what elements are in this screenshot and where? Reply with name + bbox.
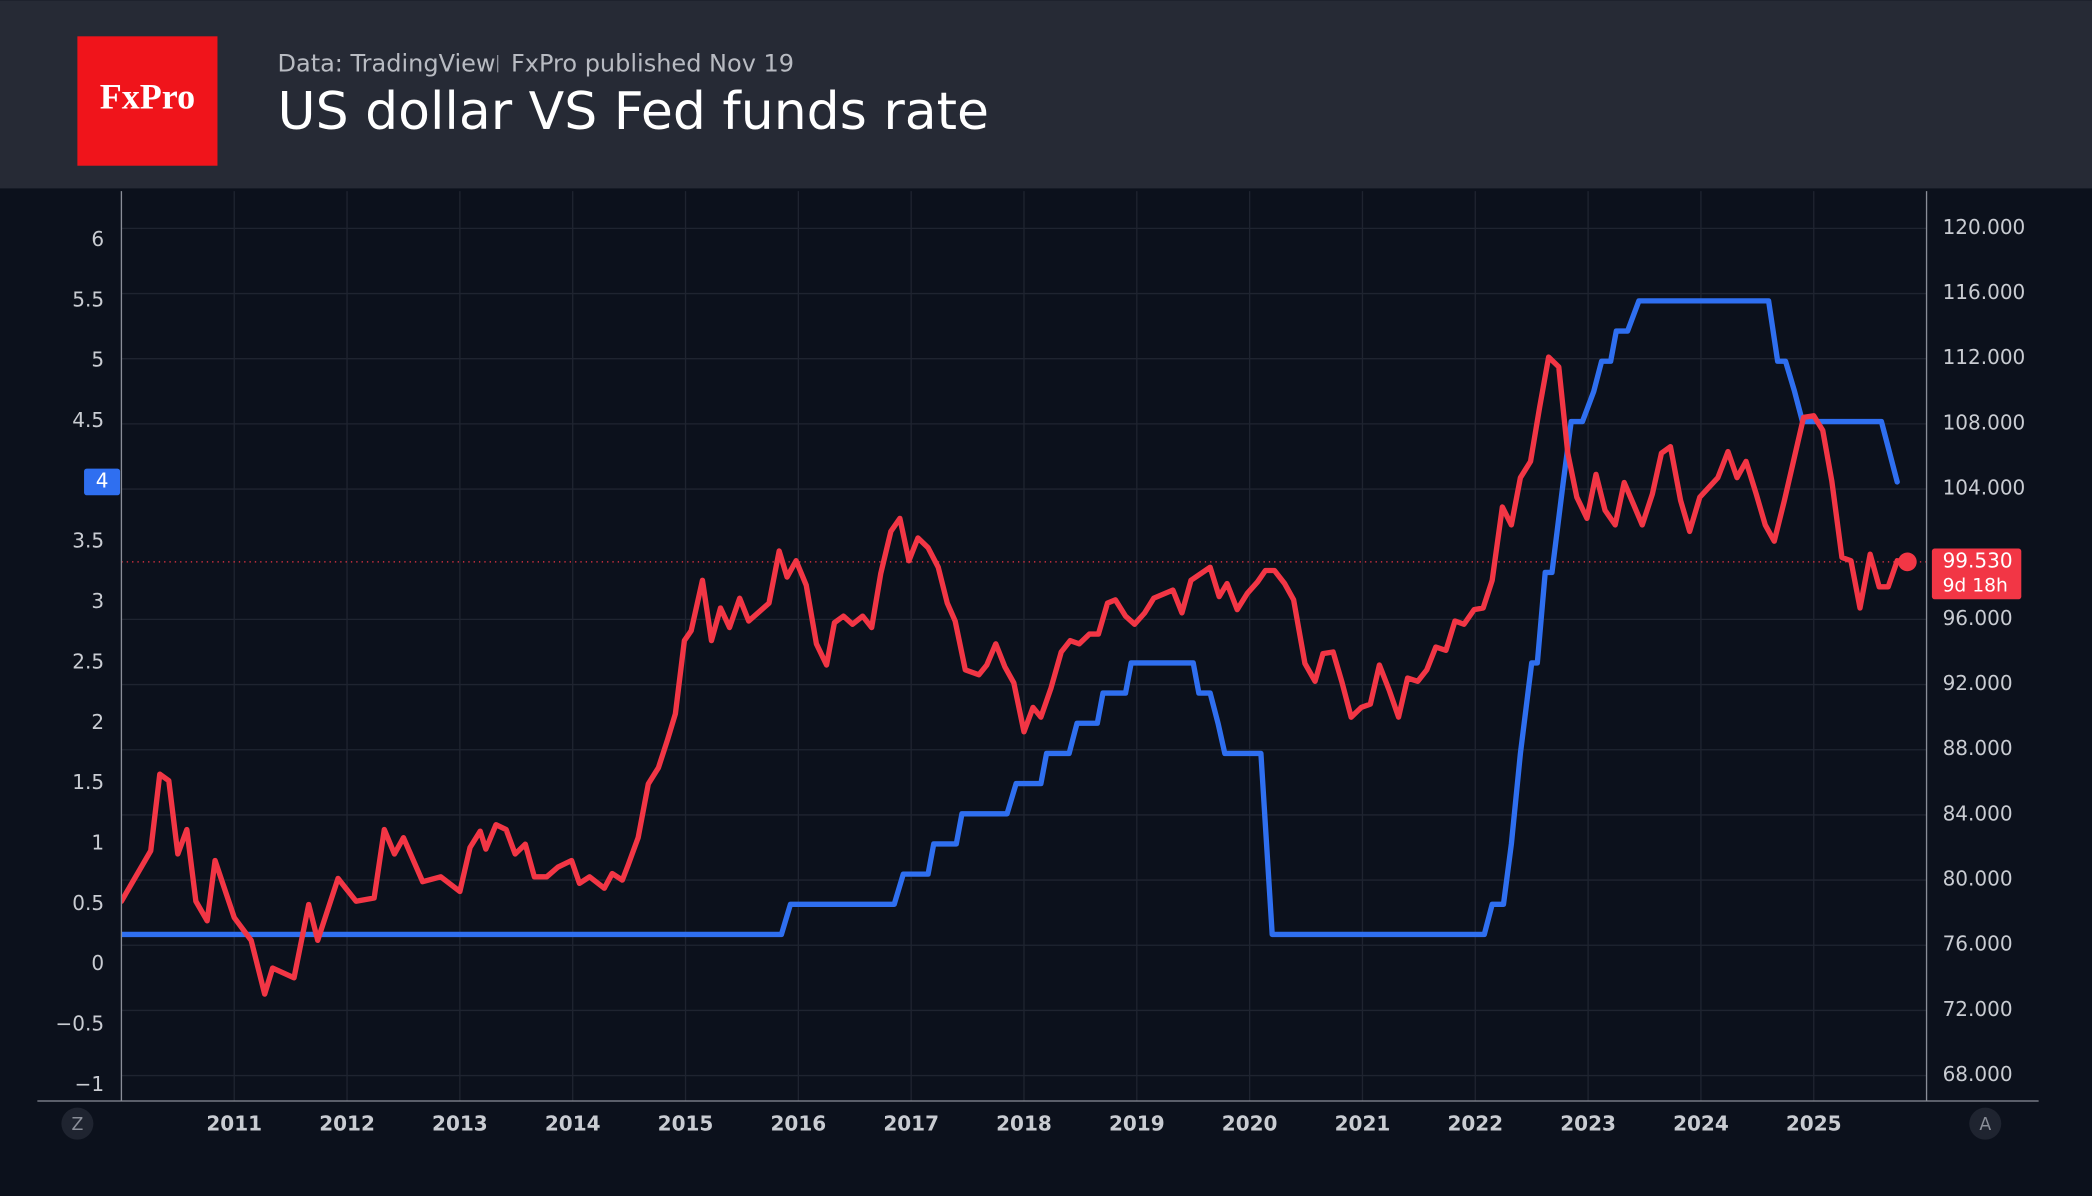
y-tick-label: −0.5 — [55, 1011, 104, 1035]
y2-tick-label: 108.000 — [1943, 410, 2026, 434]
y-tick-label: 5 — [91, 348, 104, 372]
y-tick-label: 4.5 — [72, 408, 104, 432]
y2-tick-label: 80.000 — [1943, 867, 2013, 891]
button[interactable] — [1969, 1107, 2002, 1140]
x-tick-label: 2013 — [432, 1112, 488, 1136]
y-tick-label: 3 — [91, 589, 104, 613]
x-tick-label: 2011 — [206, 1112, 262, 1136]
y2-tick-label: 120.000 — [1943, 215, 2026, 239]
countdown: 9d 18h — [1943, 575, 2008, 596]
y2-tick-label: 72.000 — [1943, 997, 2013, 1021]
x-tick-label: 2021 — [1335, 1112, 1391, 1136]
chart-title: US dollar VS Fed funds rate — [278, 82, 989, 142]
y2-tick-label: 92.000 — [1943, 671, 2013, 695]
x-tick-label: 2025 — [1786, 1112, 1842, 1136]
x-tick-label: 2014 — [545, 1112, 601, 1136]
x-tick-label: 2012 — [319, 1112, 375, 1136]
x-tick-label: 2023 — [1560, 1112, 1616, 1136]
last-value-badge — [1931, 548, 2022, 600]
y-tick-label: 2 — [91, 710, 104, 734]
y2-tick-label: 116.000 — [1943, 280, 2026, 304]
x-tick-label: 2024 — [1673, 1112, 1729, 1136]
x-tick-label: 2022 — [1447, 1112, 1503, 1136]
source: Data: TradingView — [278, 49, 496, 77]
published: FxPro published Nov 19 — [511, 49, 794, 77]
last-point — [1898, 552, 1917, 572]
y-tick-label: 0 — [91, 951, 104, 975]
axes: 2011 2012 2013 2014 2015 2016 2017 2018 2019 2020… — [37, 191, 2039, 1140]
x-tick-label: 2020 — [1222, 1112, 1278, 1136]
plot — [121, 298, 1927, 997]
y-tick-label: 3.5 — [72, 529, 104, 553]
y2-tick-label: 88.000 — [1943, 736, 2013, 760]
logo: FxPro — [100, 77, 195, 117]
y2-tick-label: 76.000 — [1943, 932, 2013, 956]
x-tick-label: 2016 — [771, 1112, 827, 1136]
y2-tick-label: 84.000 — [1943, 801, 2013, 825]
last-y-label: 4 — [96, 468, 109, 492]
y-tick-label: 1.5 — [72, 770, 104, 794]
y-tick-label: 1 — [91, 830, 104, 854]
y-tick-label: 6 — [91, 227, 104, 251]
y2-tick-label: 96.000 — [1943, 606, 2013, 630]
grid — [121, 191, 1927, 1101]
button-label[interactable]: A — [1979, 1115, 1991, 1135]
y-tick-label: 0.5 — [72, 891, 104, 915]
y-tick-label: 2.5 — [72, 649, 104, 673]
x-tick-label: 2019 — [1109, 1112, 1165, 1136]
x-tick-label: 2018 — [996, 1112, 1052, 1136]
last-y-badge — [84, 468, 121, 496]
y2-tick-label: 112.000 — [1943, 345, 2026, 369]
last-value-label: 99.530 — [1943, 548, 2013, 572]
y-tick-label: 5.5 — [72, 287, 104, 311]
x-tick-label: 2015 — [658, 1112, 714, 1136]
button[interactable] — [61, 1107, 94, 1140]
logo-box — [77, 36, 218, 166]
button-label[interactable]: Z — [71, 1115, 83, 1135]
series-line — [121, 354, 1911, 997]
header — [0, 0, 2092, 189]
y-tick-label: −1 — [75, 1072, 104, 1096]
series-line — [121, 298, 1900, 938]
x-tick-label: 2017 — [883, 1112, 939, 1136]
y2-tick-label: 104.000 — [1943, 476, 2026, 500]
y2-tick-label: 68.000 — [1943, 1062, 2013, 1086]
